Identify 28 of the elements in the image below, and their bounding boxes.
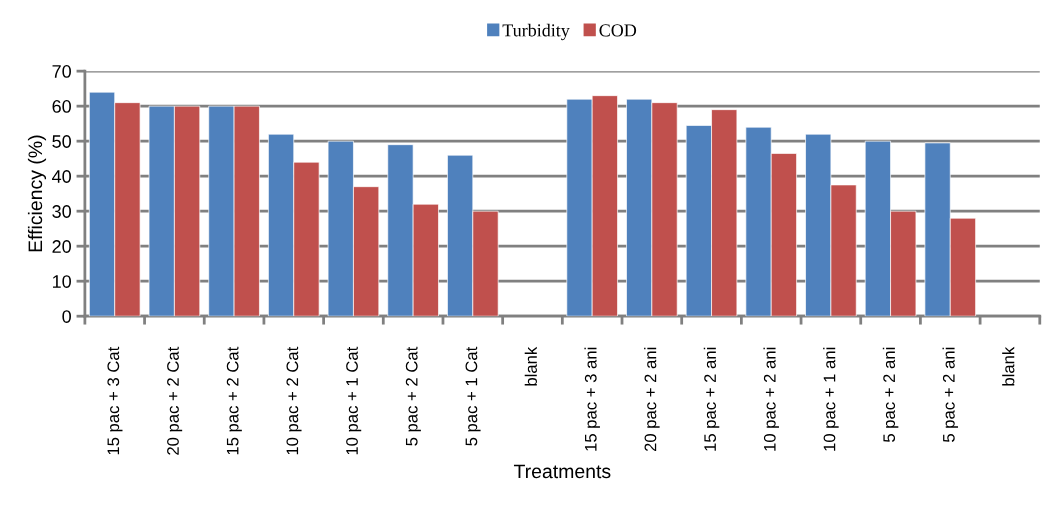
y-tick-label: 40: [52, 170, 71, 183]
y-tick-label: 70: [52, 65, 71, 78]
y-tick-label: 0: [62, 310, 71, 323]
x-tick-label: blank: [1002, 346, 1015, 386]
x-tick-label: 20 pac + 2 ani: [644, 347, 660, 452]
y-tick-label: 50: [52, 135, 71, 148]
x-tick-label: 20 pac + 2 Cat: [167, 346, 183, 455]
x-tick-label: blank: [524, 346, 537, 386]
x-tick-label: 10 pac + 2 ani: [763, 347, 779, 451]
x-tick-label: 5 pac + 2 ani: [942, 347, 959, 442]
x-tick-label: 5 pac + 1 Cat: [465, 346, 481, 446]
x-tick-label: 15 pac + 3 Cat: [107, 346, 123, 455]
y-tick-label: 30: [52, 205, 71, 218]
x-tick-label: 5 pac + 2 ani: [882, 347, 899, 442]
legend-label: Turbidity: [502, 23, 570, 41]
y-axis-title: Efficiency (%): [27, 135, 47, 252]
x-tick-label: 5 pac + 2 Cat: [405, 346, 421, 446]
y-tick-label: 60: [52, 100, 71, 113]
y-tick-label: 10: [52, 275, 71, 288]
x-tick-label: 10 pac + 1 ani: [823, 347, 839, 451]
x-tick-label: 10 pac + 1 Cat: [346, 346, 362, 455]
x-tick-label: 15 pac + 2 ani: [703, 347, 720, 451]
x-tick-label: 15 pac + 3 ani: [584, 347, 600, 451]
legend-label: COD: [599, 24, 637, 37]
x-tick-label: 10 pac + 2 Cat: [286, 346, 302, 455]
y-tick-label: 20: [52, 240, 71, 253]
x-tick-label: 15 pac + 2 Cat: [226, 346, 242, 455]
x-axis-title: Treatments: [513, 464, 611, 479]
